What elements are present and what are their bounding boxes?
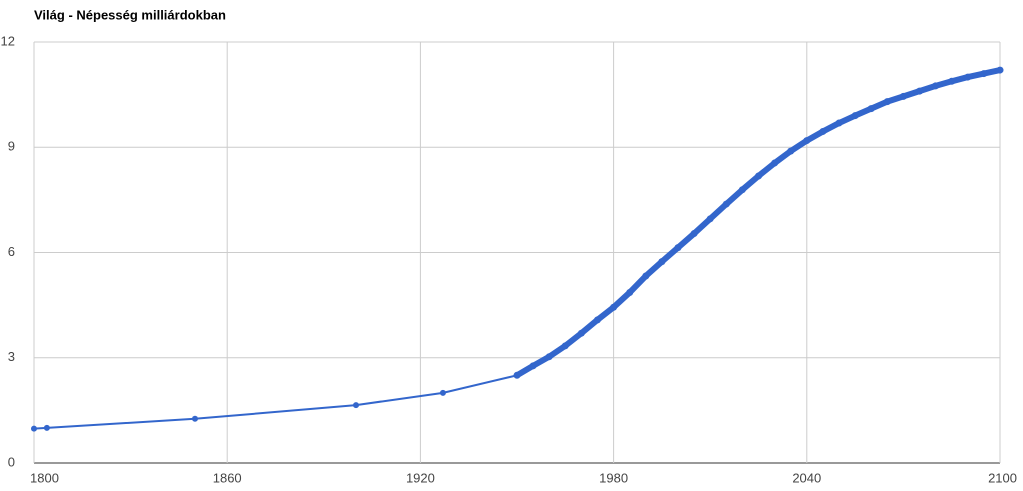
dense-segment: [675, 230, 698, 251]
dense-segment: [594, 304, 617, 323]
dense-segment: [642, 258, 665, 280]
dense-segment: [723, 186, 746, 208]
x-tick-label: 1800: [30, 470, 59, 485]
dense-segment: [819, 120, 842, 135]
point: [439, 389, 446, 396]
point: [31, 425, 37, 432]
dense-segment: [610, 289, 633, 311]
dense-segment: [739, 173, 762, 193]
dense-segment: [578, 316, 601, 337]
dense-segment: [626, 273, 649, 296]
dense-segment: [980, 67, 1003, 77]
y-tick-label: 3: [8, 349, 15, 364]
dense-segment: [755, 160, 778, 180]
dense-segment: [787, 137, 810, 155]
y-tick-label: 6: [8, 244, 15, 259]
y-tick-label: 12: [1, 33, 15, 48]
dense-segment: [691, 215, 714, 237]
chart-title: Világ - Népesség milliárdokban: [34, 7, 226, 22]
x-tick-label: 1860: [213, 470, 242, 485]
dense-segment: [514, 362, 537, 379]
dense-segment: [546, 342, 569, 360]
y-tick-label: 9: [8, 139, 15, 154]
dense-segment: [658, 244, 681, 265]
x-tick-label: 2100: [988, 470, 1017, 485]
x-tick-label: 1980: [599, 470, 628, 485]
point: [43, 424, 50, 431]
dense-segment: [530, 353, 553, 369]
dense-segment: [707, 201, 730, 222]
dense-segment: [803, 128, 826, 144]
point: [353, 402, 359, 409]
dense-segment: [771, 148, 794, 167]
y-tick-label: 0: [8, 454, 15, 469]
point: [192, 415, 198, 422]
dense-segment: [562, 330, 585, 349]
x-tick-label: 1920: [406, 470, 435, 485]
x-tick-label: 2040: [792, 470, 821, 485]
